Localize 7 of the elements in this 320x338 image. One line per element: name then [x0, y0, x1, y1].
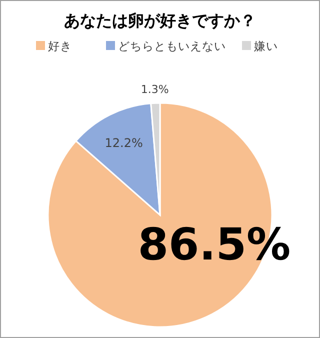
legend-label: 好き [48, 39, 72, 53]
data-label: 86.5% [138, 220, 291, 271]
legend-label: どちらともいえない [118, 39, 226, 53]
data-label: 1.3% [140, 82, 169, 96]
legend-label: 嫌い [254, 39, 278, 53]
chart-title: あなたは卵が好きですか？ [64, 11, 256, 30]
data-label: 12.2% [104, 136, 143, 150]
